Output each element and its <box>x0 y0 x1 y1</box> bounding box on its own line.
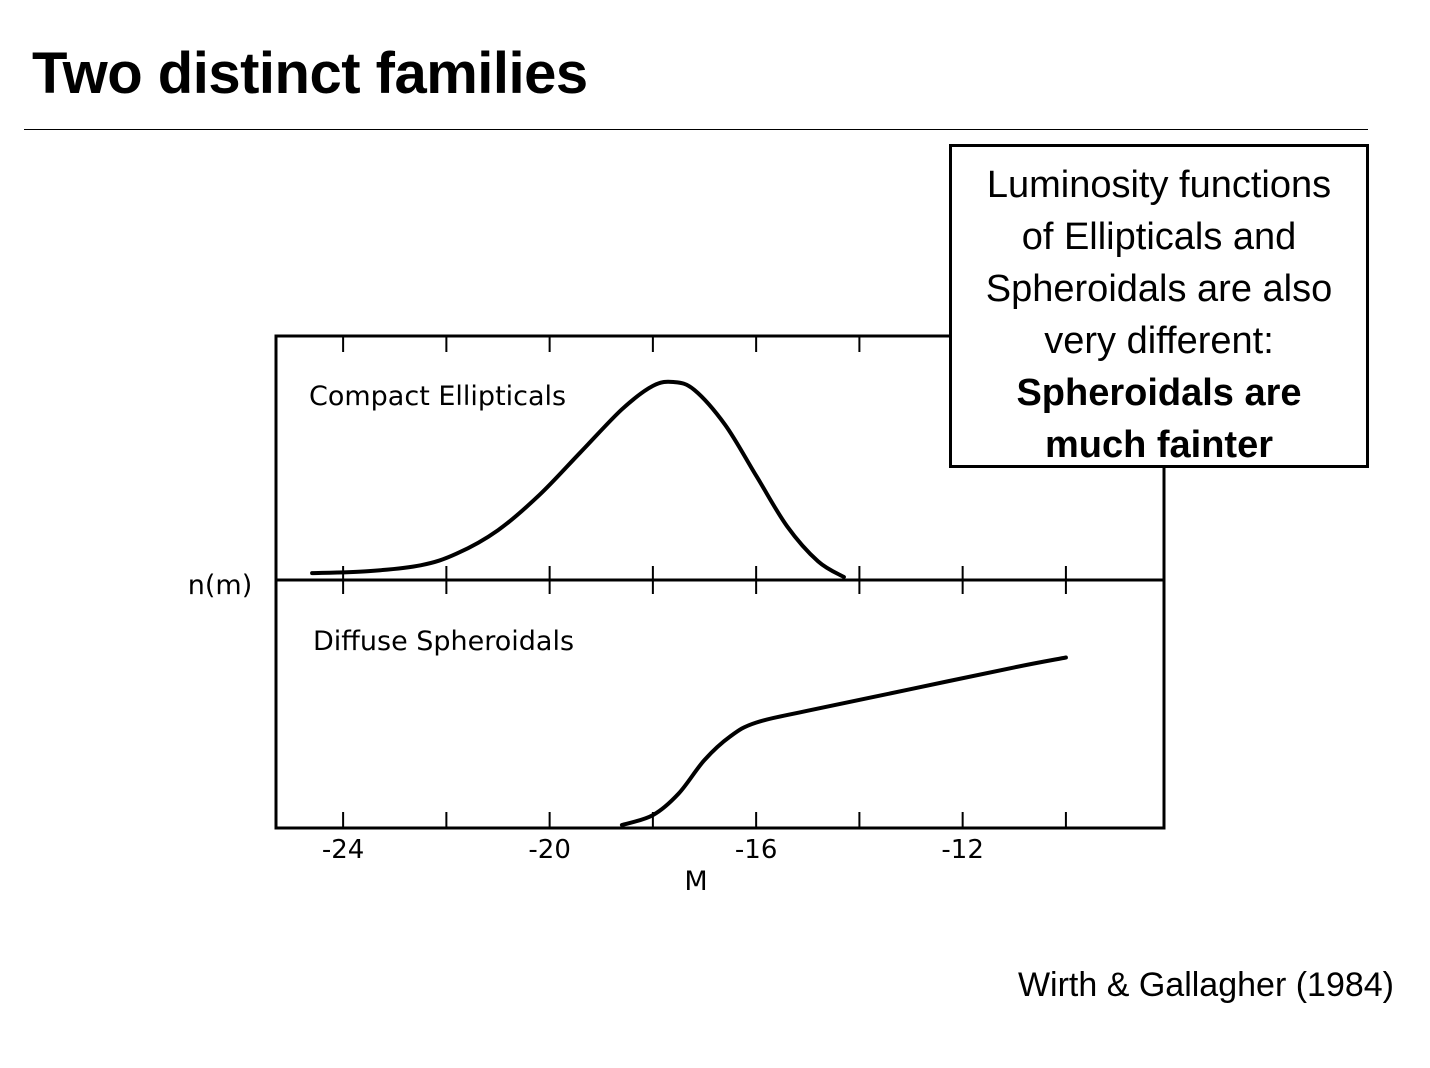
y-axis-label: n(m) <box>188 570 252 601</box>
callout-emphasis-line: Spheroidals are <box>1016 372 1302 414</box>
series-label-diffuse-spheroidals: Diffuse Spheroidals <box>313 626 574 657</box>
series-line-diffuse-spheroidals <box>619 655 1068 827</box>
x-tick-label: -24 <box>322 835 364 865</box>
callout-line: Spheroidals are also <box>985 268 1333 310</box>
callout-emphasis-line: much fainter <box>1044 424 1274 466</box>
x-tick-label: -20 <box>528 835 570 865</box>
chart-curves <box>310 379 1068 827</box>
series-line-compact-ellipticals <box>310 379 846 579</box>
callout-line: Luminosity functions <box>986 164 1332 206</box>
title-divider <box>24 129 1368 130</box>
plot-frame <box>274 334 1166 830</box>
slide-title: Two distinct families <box>32 41 588 106</box>
x-axis-label: M <box>684 866 707 897</box>
callout-line: very different: <box>1044 320 1274 362</box>
citation: Wirth & Gallagher (1984) <box>1017 966 1394 1004</box>
callout-box: Luminosity functions of Ellipticals and … <box>949 144 1369 468</box>
x-tick-label: -12 <box>941 835 983 865</box>
series-label-compact-ellipticals: Compact Ellipticals <box>309 381 566 412</box>
callout-line: of Ellipticals and <box>1021 216 1297 258</box>
chart-frame <box>274 334 1166 830</box>
x-tick-label: -16 <box>735 835 777 865</box>
